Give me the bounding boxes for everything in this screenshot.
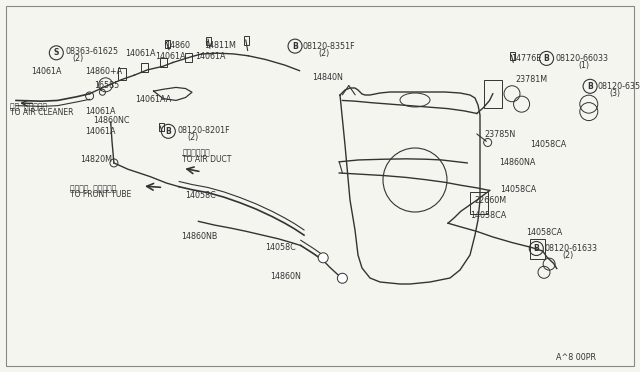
Bar [165,39,170,48]
Text: 08363-61625: 08363-61625 [66,47,119,56]
Text: 22660M: 22660M [474,196,506,205]
Text: (2): (2) [563,251,574,260]
Text: 14058C: 14058C [266,243,296,252]
Text: (1): (1) [578,61,589,70]
Text: 14058CA: 14058CA [530,140,566,149]
Text: 14058CA: 14058CA [526,228,563,237]
Bar [244,36,249,45]
Text: 14860: 14860 [165,41,190,50]
Bar [160,58,166,67]
Text: 14058CA: 14058CA [500,185,537,194]
Text: 08120-8201F: 08120-8201F [177,126,230,135]
Text: 23785N: 23785N [484,130,516,139]
Text: 08120-8351F: 08120-8351F [303,42,355,51]
Circle shape [337,273,348,283]
Text: 08120-66033: 08120-66033 [556,54,609,63]
Text: 14061A: 14061A [85,127,116,136]
Text: 14061A: 14061A [156,52,186,61]
Bar [509,52,515,60]
Text: 14776E: 14776E [511,54,541,63]
Bar [206,36,211,45]
Text: 14840N: 14840N [312,73,342,81]
Text: 08120-61633: 08120-61633 [545,244,598,253]
Text: S: S [54,48,59,57]
Bar [484,80,502,108]
Bar [470,192,488,214]
Text: 14061A: 14061A [195,52,226,61]
Text: 14058C: 14058C [186,191,216,200]
Text: 14061A: 14061A [125,49,156,58]
Text: (3): (3) [609,89,620,98]
Text: 14860N: 14860N [270,272,301,280]
Text: 14061AA: 14061AA [135,95,172,104]
Bar [141,63,147,72]
Bar [186,53,192,62]
Text: 08120-63533: 08120-63533 [597,82,640,91]
Text: (2): (2) [72,54,84,63]
Text: A^8 00PR: A^8 00PR [556,353,595,362]
Bar [159,123,164,131]
Text: 14860NC: 14860NC [93,116,129,125]
Text: 14820M: 14820M [81,155,113,164]
Text: (2): (2) [318,49,330,58]
Text: 14811M: 14811M [204,41,236,50]
Text: B: B [544,54,549,63]
Text: 14860NA: 14860NA [499,158,536,167]
Text: 14058CA: 14058CA [470,211,506,220]
Text: TO FRONT TUBE: TO FRONT TUBE [70,190,132,199]
Bar [118,68,125,80]
Text: 14860NB: 14860NB [181,232,218,241]
Text: B: B [292,42,298,51]
Text: 14061A: 14061A [31,67,61,76]
Text: 16585: 16585 [94,81,119,90]
Text: 23781M: 23781M [515,76,547,84]
Bar [530,239,545,259]
Text: B: B [166,127,171,136]
Text: B: B [588,82,593,91]
Text: エアダクトへ: エアダクトへ [182,148,210,157]
Text: B: B [534,244,539,253]
Text: TO AIR CLEANER: TO AIR CLEANER [10,108,73,117]
Circle shape [318,253,328,263]
Text: TO AIR DUCT: TO AIR DUCT [182,155,232,164]
Text: エア  クリーナへ: エア クリーナへ [10,102,47,111]
Text: 14061A: 14061A [85,107,116,116]
Text: (2): (2) [187,133,198,142]
Text: フロント  チューブへ: フロント チューブへ [70,184,116,193]
Text: 14860+A: 14860+A [85,67,122,76]
